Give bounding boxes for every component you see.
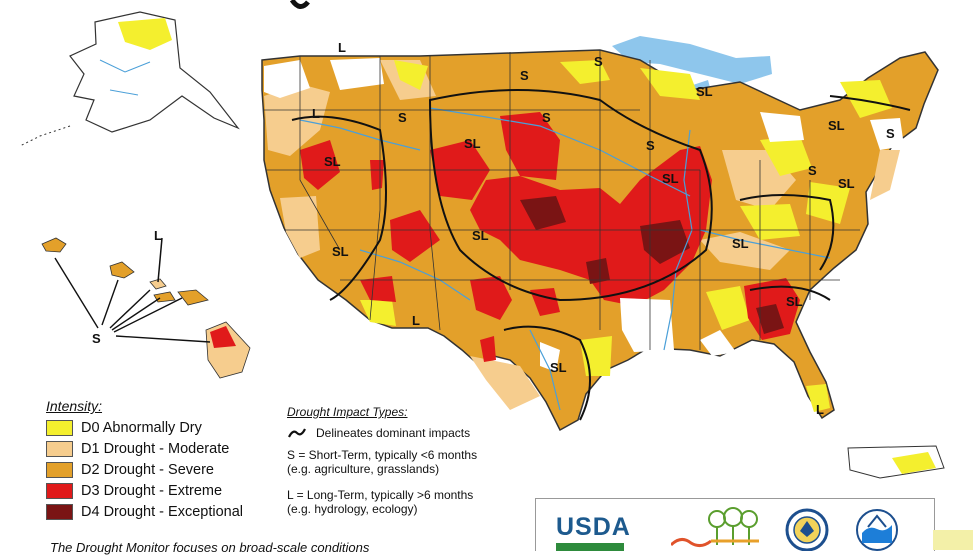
svg-text:SL: SL	[828, 118, 845, 133]
footer-note: The Drought Monitor focuses on broad-sca…	[50, 540, 370, 555]
region-labels: L S S SL L S S SL SL S S SL S SL SL SL S…	[92, 40, 895, 417]
legend-label-d4: D4 Drought - Exceptional	[81, 503, 243, 520]
svg-text:SL: SL	[464, 136, 481, 151]
impact-delineation-lines	[291, 89, 911, 421]
svg-text:S: S	[808, 163, 817, 178]
svg-text:S: S	[542, 110, 551, 125]
d1-swatch	[46, 440, 73, 457]
short-term-line-2: (e.g. agriculture, grasslands)	[287, 462, 440, 476]
usda-logo-text: USDA	[556, 513, 631, 541]
delineation-row: Delineates dominant impacts	[287, 426, 532, 440]
short-term-description: S = Short-Term, typically <6 months (e.g…	[287, 448, 532, 476]
legend-label-d0: D0 Abnormally Dry	[81, 419, 202, 436]
ndmc-logo-icon	[671, 507, 759, 548]
impact-legend-title: Drought Impact Types:	[287, 405, 408, 419]
drought-layer-d0	[360, 60, 892, 412]
legend-item-d1: D1 Drought - Moderate	[46, 438, 286, 459]
alaska	[19, 11, 240, 147]
svg-text:L: L	[338, 40, 346, 55]
svg-text:SL: SL	[324, 154, 341, 169]
d2-swatch	[46, 461, 73, 478]
legend-item-d0: D0 Abnormally Dry	[46, 417, 286, 438]
svg-text:SL: SL	[332, 244, 349, 259]
intensity-legend: Intensity: D0 Abnormally Dry D1 Drought …	[46, 398, 286, 522]
d4-swatch	[46, 503, 73, 520]
commerce-seal-icon	[785, 508, 829, 551]
legend-label-d3: D3 Drought - Extreme	[81, 482, 223, 499]
svg-text:SL: SL	[786, 294, 803, 309]
drought-layer-d3	[300, 112, 800, 362]
svg-text:S: S	[92, 331, 101, 346]
legend-label-d1: D1 Drought - Moderate	[81, 440, 230, 457]
intensity-legend-title: Intensity:	[46, 398, 103, 414]
svg-text:SL: SL	[472, 228, 489, 243]
svg-text:SL: SL	[838, 176, 855, 191]
svg-text:S: S	[646, 138, 655, 153]
svg-text:SL: SL	[732, 236, 749, 251]
svg-text:S: S	[886, 126, 895, 141]
svg-text:SL: SL	[696, 84, 713, 99]
d0-swatch	[46, 419, 73, 436]
svg-text:L: L	[154, 228, 162, 243]
puerto-rico	[847, 445, 945, 479]
corner-swatch	[933, 530, 973, 550]
long-term-line-2: (e.g. hydrology, ecology)	[287, 502, 418, 516]
usda-logo-icon: USDA	[556, 513, 631, 551]
svg-text:L: L	[312, 106, 320, 121]
svg-text:L: L	[412, 313, 420, 328]
legend-item-d3: D3 Drought - Extreme	[46, 480, 286, 501]
svg-text:S: S	[520, 68, 529, 83]
svg-text:L: L	[816, 402, 824, 417]
logo-bar: USDA	[535, 498, 935, 551]
noaa-logo-icon	[856, 509, 898, 551]
rivers	[299, 107, 831, 411]
svg-text:SL: SL	[550, 360, 567, 375]
legend-label-d2: D2 Drought - Severe	[81, 461, 214, 478]
delineation-text: Delineates dominant impacts	[316, 426, 471, 440]
long-term-line-1: L = Long-Term, typically >6 months	[287, 488, 474, 502]
drought-layer-d4	[520, 196, 784, 334]
hawaii	[41, 237, 251, 379]
state-boundaries	[264, 50, 860, 350]
svg-text:S: S	[398, 110, 407, 125]
svg-text:SL: SL	[662, 171, 679, 186]
title-fragment	[289, 0, 310, 9]
legend-item-d4: D4 Drought - Exceptional	[46, 501, 286, 522]
no-drought-areas	[264, 58, 904, 372]
legend-item-d2: D2 Drought - Severe	[46, 459, 286, 480]
short-term-line-1: S = Short-Term, typically <6 months	[287, 448, 478, 462]
svg-text:S: S	[594, 54, 603, 69]
delineation-curve-icon	[288, 428, 306, 438]
impact-types-legend: Drought Impact Types: Delineates dominan…	[287, 405, 532, 522]
d3-swatch	[46, 482, 73, 499]
long-term-description: L = Long-Term, typically >6 months (e.g.…	[287, 488, 532, 516]
